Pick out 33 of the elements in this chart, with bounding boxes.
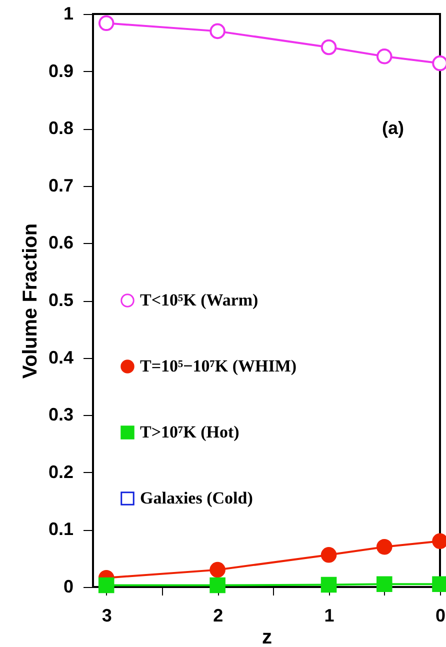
legend-label: T=10⁵−10⁷K (WHIM) bbox=[140, 356, 297, 376]
point bbox=[210, 577, 226, 594]
legend-label: T>10⁷K (Hot) bbox=[140, 422, 240, 442]
point bbox=[98, 15, 114, 32]
annotation: (a) bbox=[382, 118, 404, 138]
point bbox=[210, 562, 226, 578]
y-tick-label: 0.8 bbox=[48, 118, 74, 138]
y-axis-title: Volume Fraction bbox=[19, 223, 42, 379]
legend-label: T<10⁵K (Warm) bbox=[140, 290, 258, 310]
point bbox=[320, 39, 337, 56]
point bbox=[320, 576, 337, 593]
y-tick-label: 0 bbox=[63, 576, 74, 596]
point bbox=[376, 576, 392, 592]
y-tick-label: 0.9 bbox=[48, 60, 74, 81]
point bbox=[376, 539, 392, 555]
point bbox=[320, 547, 337, 563]
x-tick-label: 0 bbox=[435, 606, 446, 626]
x-tick-label: 1 bbox=[324, 606, 334, 626]
x-axis-title: z bbox=[262, 626, 272, 647]
x-tick-label: 3 bbox=[102, 606, 112, 626]
y-tick-label: 0.2 bbox=[48, 462, 74, 482]
y-tick-label: 0.6 bbox=[48, 232, 74, 253]
y-tick-label: 0.3 bbox=[48, 404, 74, 425]
legend-label: Galaxies (Cold) bbox=[140, 488, 253, 508]
y-tick-label: 0.4 bbox=[48, 347, 74, 368]
point bbox=[98, 577, 114, 594]
point bbox=[210, 23, 226, 40]
y-tick-label: 0.1 bbox=[48, 519, 74, 540]
y-tick-label: 0.7 bbox=[48, 175, 74, 196]
x-tick-label: 2 bbox=[213, 606, 224, 626]
point bbox=[376, 48, 392, 64]
y-tick-label: 0.5 bbox=[48, 290, 74, 310]
y-tick-label: 1 bbox=[63, 4, 74, 24]
